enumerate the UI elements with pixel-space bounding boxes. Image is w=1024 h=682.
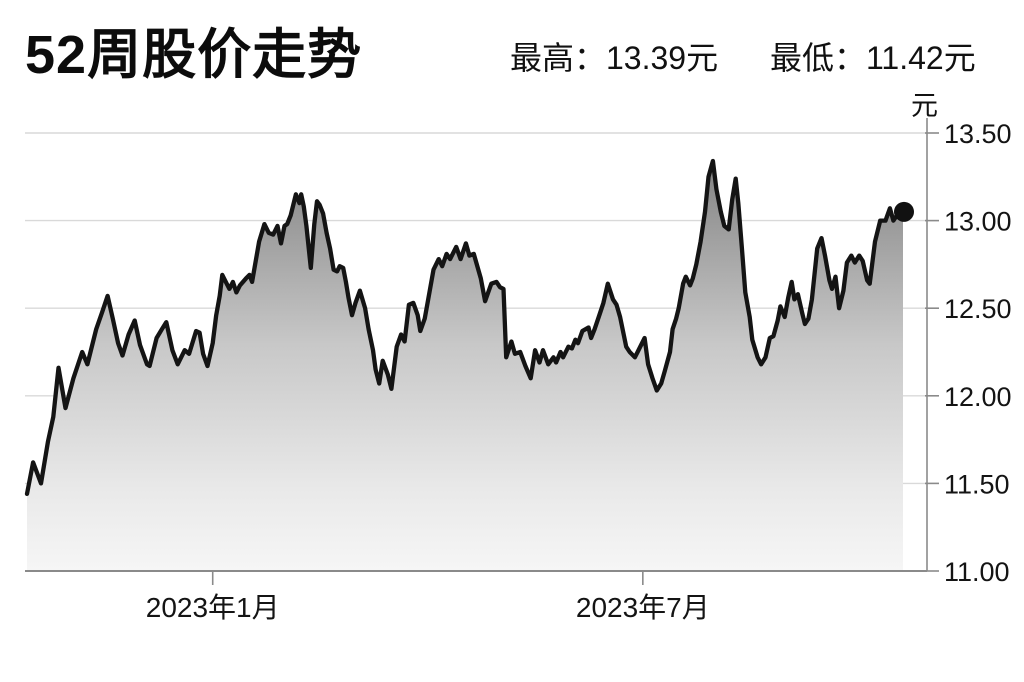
- y-axis-unit-label: 元: [911, 91, 938, 121]
- page-title: 52周股价走势: [25, 25, 363, 85]
- y-axis-tick-label: 13.50: [944, 119, 1012, 149]
- price-area: [27, 161, 903, 571]
- high-price-label: 最高：13.39元: [510, 40, 719, 76]
- last-price-dot: [894, 201, 914, 222]
- y-axis-tick-label: 13.00: [944, 207, 1012, 237]
- x-axis-tick-label: 2023年1月: [146, 592, 280, 623]
- price-line: [24, 158, 906, 497]
- y-axis-tick-label: 12.50: [944, 294, 1012, 324]
- y-axis-tick-label: 11.50: [944, 469, 1010, 499]
- y-axis-tick-label: 12.00: [944, 382, 1012, 412]
- x-axis-tick-label: 2023年7月: [576, 592, 710, 623]
- y-axis-tick-label: 11.00: [944, 557, 1010, 587]
- low-price-label: 最低：11.42元: [770, 40, 976, 76]
